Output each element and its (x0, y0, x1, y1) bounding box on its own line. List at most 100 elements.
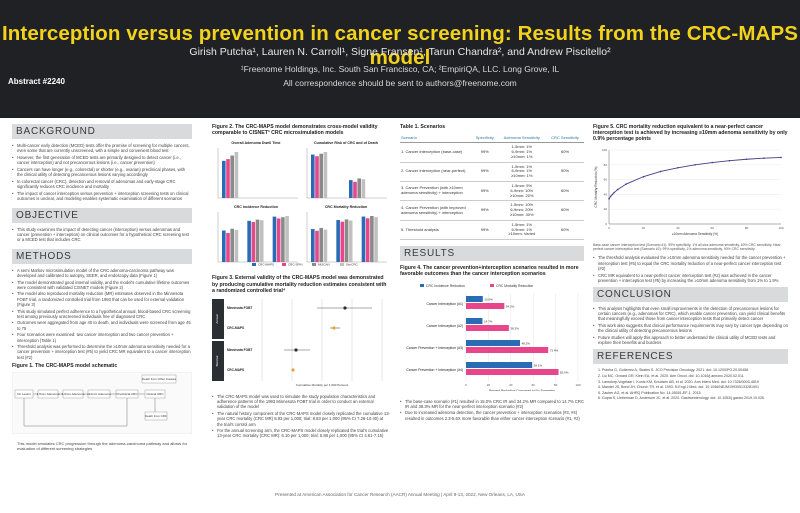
node-label: 6-9mm Adenoma (62, 392, 85, 396)
tick-label: 60 (604, 177, 608, 181)
node-death-other (141, 374, 177, 384)
table-cell: 3. Cancer Prevention (with ≥10mm adenoma… (400, 181, 472, 202)
bar (466, 324, 509, 331)
table-cell: 99% (472, 220, 498, 241)
data-point (625, 182, 627, 185)
x-axis-label: Percent Reduction Compared to No Screeni… (489, 389, 555, 391)
bar (272, 217, 277, 263)
column-3: Table 1. Scenarios Scenario Specificity … (400, 124, 584, 422)
data-point (677, 166, 679, 169)
bar (466, 346, 549, 353)
point-estimate (291, 368, 295, 372)
bar (323, 230, 328, 263)
table-cell: 5. Threshold analysis (400, 220, 472, 241)
bar (365, 218, 370, 263)
bar (247, 221, 251, 263)
data-point (609, 195, 612, 197)
figure3-title: Figure 3. External validity of the CRC-M… (212, 275, 387, 294)
list-item: The base-case scenario (#1) resulted in … (400, 399, 584, 409)
point-estimate (343, 306, 347, 310)
table-cell: 1. Cancer interception (base-case) (400, 142, 472, 163)
results-list: The base-case scenario (#1) resulted in … (400, 399, 584, 421)
tick-label: 40 (604, 192, 608, 196)
list-item: The CRC-MAPS model was used to simulate … (212, 394, 390, 410)
tick-label: 0 (605, 222, 607, 226)
bar (370, 216, 374, 263)
column-header: CRC Sensitivity (546, 133, 584, 144)
legend-label: CRC Mortality Reduction (496, 283, 533, 287)
bar (255, 220, 260, 263)
tick-label: 80 (554, 383, 558, 387)
node-label: Death from Other Causes (142, 377, 177, 381)
methods-heading: METHODS (12, 248, 192, 264)
node-death-crc (144, 411, 168, 421)
bar (230, 229, 234, 263)
table-cell: 60% (546, 142, 584, 163)
data-point (642, 175, 645, 178)
objective-list: This study examines the impact of detect… (12, 227, 192, 243)
list-item: This study simulated perfect adherence t… (12, 309, 192, 319)
data-point (763, 156, 765, 159)
list-item: This study examines the impact of detect… (12, 227, 192, 243)
abstract-number: Abstract #2240 (8, 77, 65, 86)
series-line (608, 156, 782, 199)
table-cell: 99% (472, 162, 498, 182)
table-cell: 1-5mm: 5% 6-9mm: 10% ≥10mm: 20% (497, 181, 547, 202)
bar (466, 302, 505, 309)
bar (311, 154, 315, 199)
x-axis-label: ≥10mm Adenoma Sensitivity (%) (672, 232, 718, 236)
column-header: Adenoma Sensitivity (497, 133, 547, 144)
reference-item: 2. Liu MC, Oxnard GR, Klein EA, et al. 2… (598, 373, 744, 378)
legend-label: CRC-SPIN (288, 263, 303, 267)
tick-label: 100 (602, 148, 607, 152)
list-item: Four scenarios were examined: two cancer… (12, 332, 192, 342)
row-label: Minnesota FOBT (227, 306, 252, 310)
list-item: The impact of cancer interception versus… (12, 191, 192, 201)
list-item: The model demonstrated good internal val… (12, 280, 192, 290)
data-point (611, 193, 614, 195)
bar (222, 161, 226, 199)
figure1-caption: This model simulates CRC progression thr… (17, 441, 188, 452)
tick-label: 20 (487, 383, 491, 387)
list-item: A semi Markov microsimulation model of t… (12, 268, 192, 278)
tick-label: 0 (608, 226, 610, 230)
table-cell: 99% (472, 142, 498, 163)
table-cell: 1-5mm: 1% 6-9mm: 1% ≥10mm: 1% (497, 162, 547, 182)
table-cell: 2. Cancer interception (near-perfect) (400, 162, 472, 182)
data-point (728, 159, 731, 162)
figure5-caption: Base-case cancer interception test (Scen… (593, 242, 782, 252)
poster-footer: Presented at American Association for Ca… (275, 492, 525, 497)
data-point (659, 170, 662, 172)
figure4-title: Figure 4. The cancer prevention+intercep… (400, 265, 579, 278)
bar (319, 228, 323, 263)
data-point (780, 156, 782, 158)
reference-item: 3. Lansdorp-Vogelaar I, Kuntz KM, Knudse… (598, 379, 759, 384)
figure1-schematic: No Lesion 1-5mm Adenoma 6-9mm Adenoma ≥1… (11, 371, 193, 435)
threshold-list: The threshold analysis evaluated the ≥10… (593, 255, 788, 283)
table1-title: Table 1. Scenarios (400, 124, 446, 130)
panel-incidence-reduction (217, 212, 298, 263)
table-cell: 4. Cancer Prevention (with improved aden… (400, 200, 472, 221)
column-1: BACKGROUND Multi-cancer early detection … (11, 124, 193, 452)
reference-item: 6. Gupta S, Lieberman D, Anderson JC, et… (598, 396, 764, 401)
reference-item: 5. Zauber AG, et al. AHRQ Publication No… (598, 390, 701, 395)
tick-label: 100 (778, 226, 783, 230)
bar (315, 156, 319, 199)
bar (311, 229, 315, 263)
figure5-title: Figure 5. CRC mortality reduction equiva… (593, 124, 788, 143)
bar (226, 233, 230, 263)
figure4-chart: CRC Incidence Reduction CRC Mortality Red… (406, 283, 580, 392)
author-list: Girish Putcha¹, Lauren N. Carroll¹, Sign… (189, 46, 611, 58)
list-item: Cancers can have longer (e.g., colorecta… (12, 167, 192, 177)
row-label: CRC-MAPS (227, 368, 244, 372)
list-item: Threshold analysis was performed to dete… (12, 344, 192, 360)
panel-title: CRC Incidence Reduction (234, 205, 278, 209)
list-item: For the annual screening arm, the CRC-MA… (212, 428, 390, 438)
legend-label: CRC-MAPS (258, 263, 274, 267)
category-label: Cancer Interception (#1) (426, 302, 463, 306)
data-point (711, 161, 713, 163)
table-cell: 60% (546, 181, 584, 202)
bar (340, 222, 345, 263)
data-label: 82.6% (560, 370, 569, 374)
conclusion-heading: CONCLUSION (593, 286, 788, 302)
